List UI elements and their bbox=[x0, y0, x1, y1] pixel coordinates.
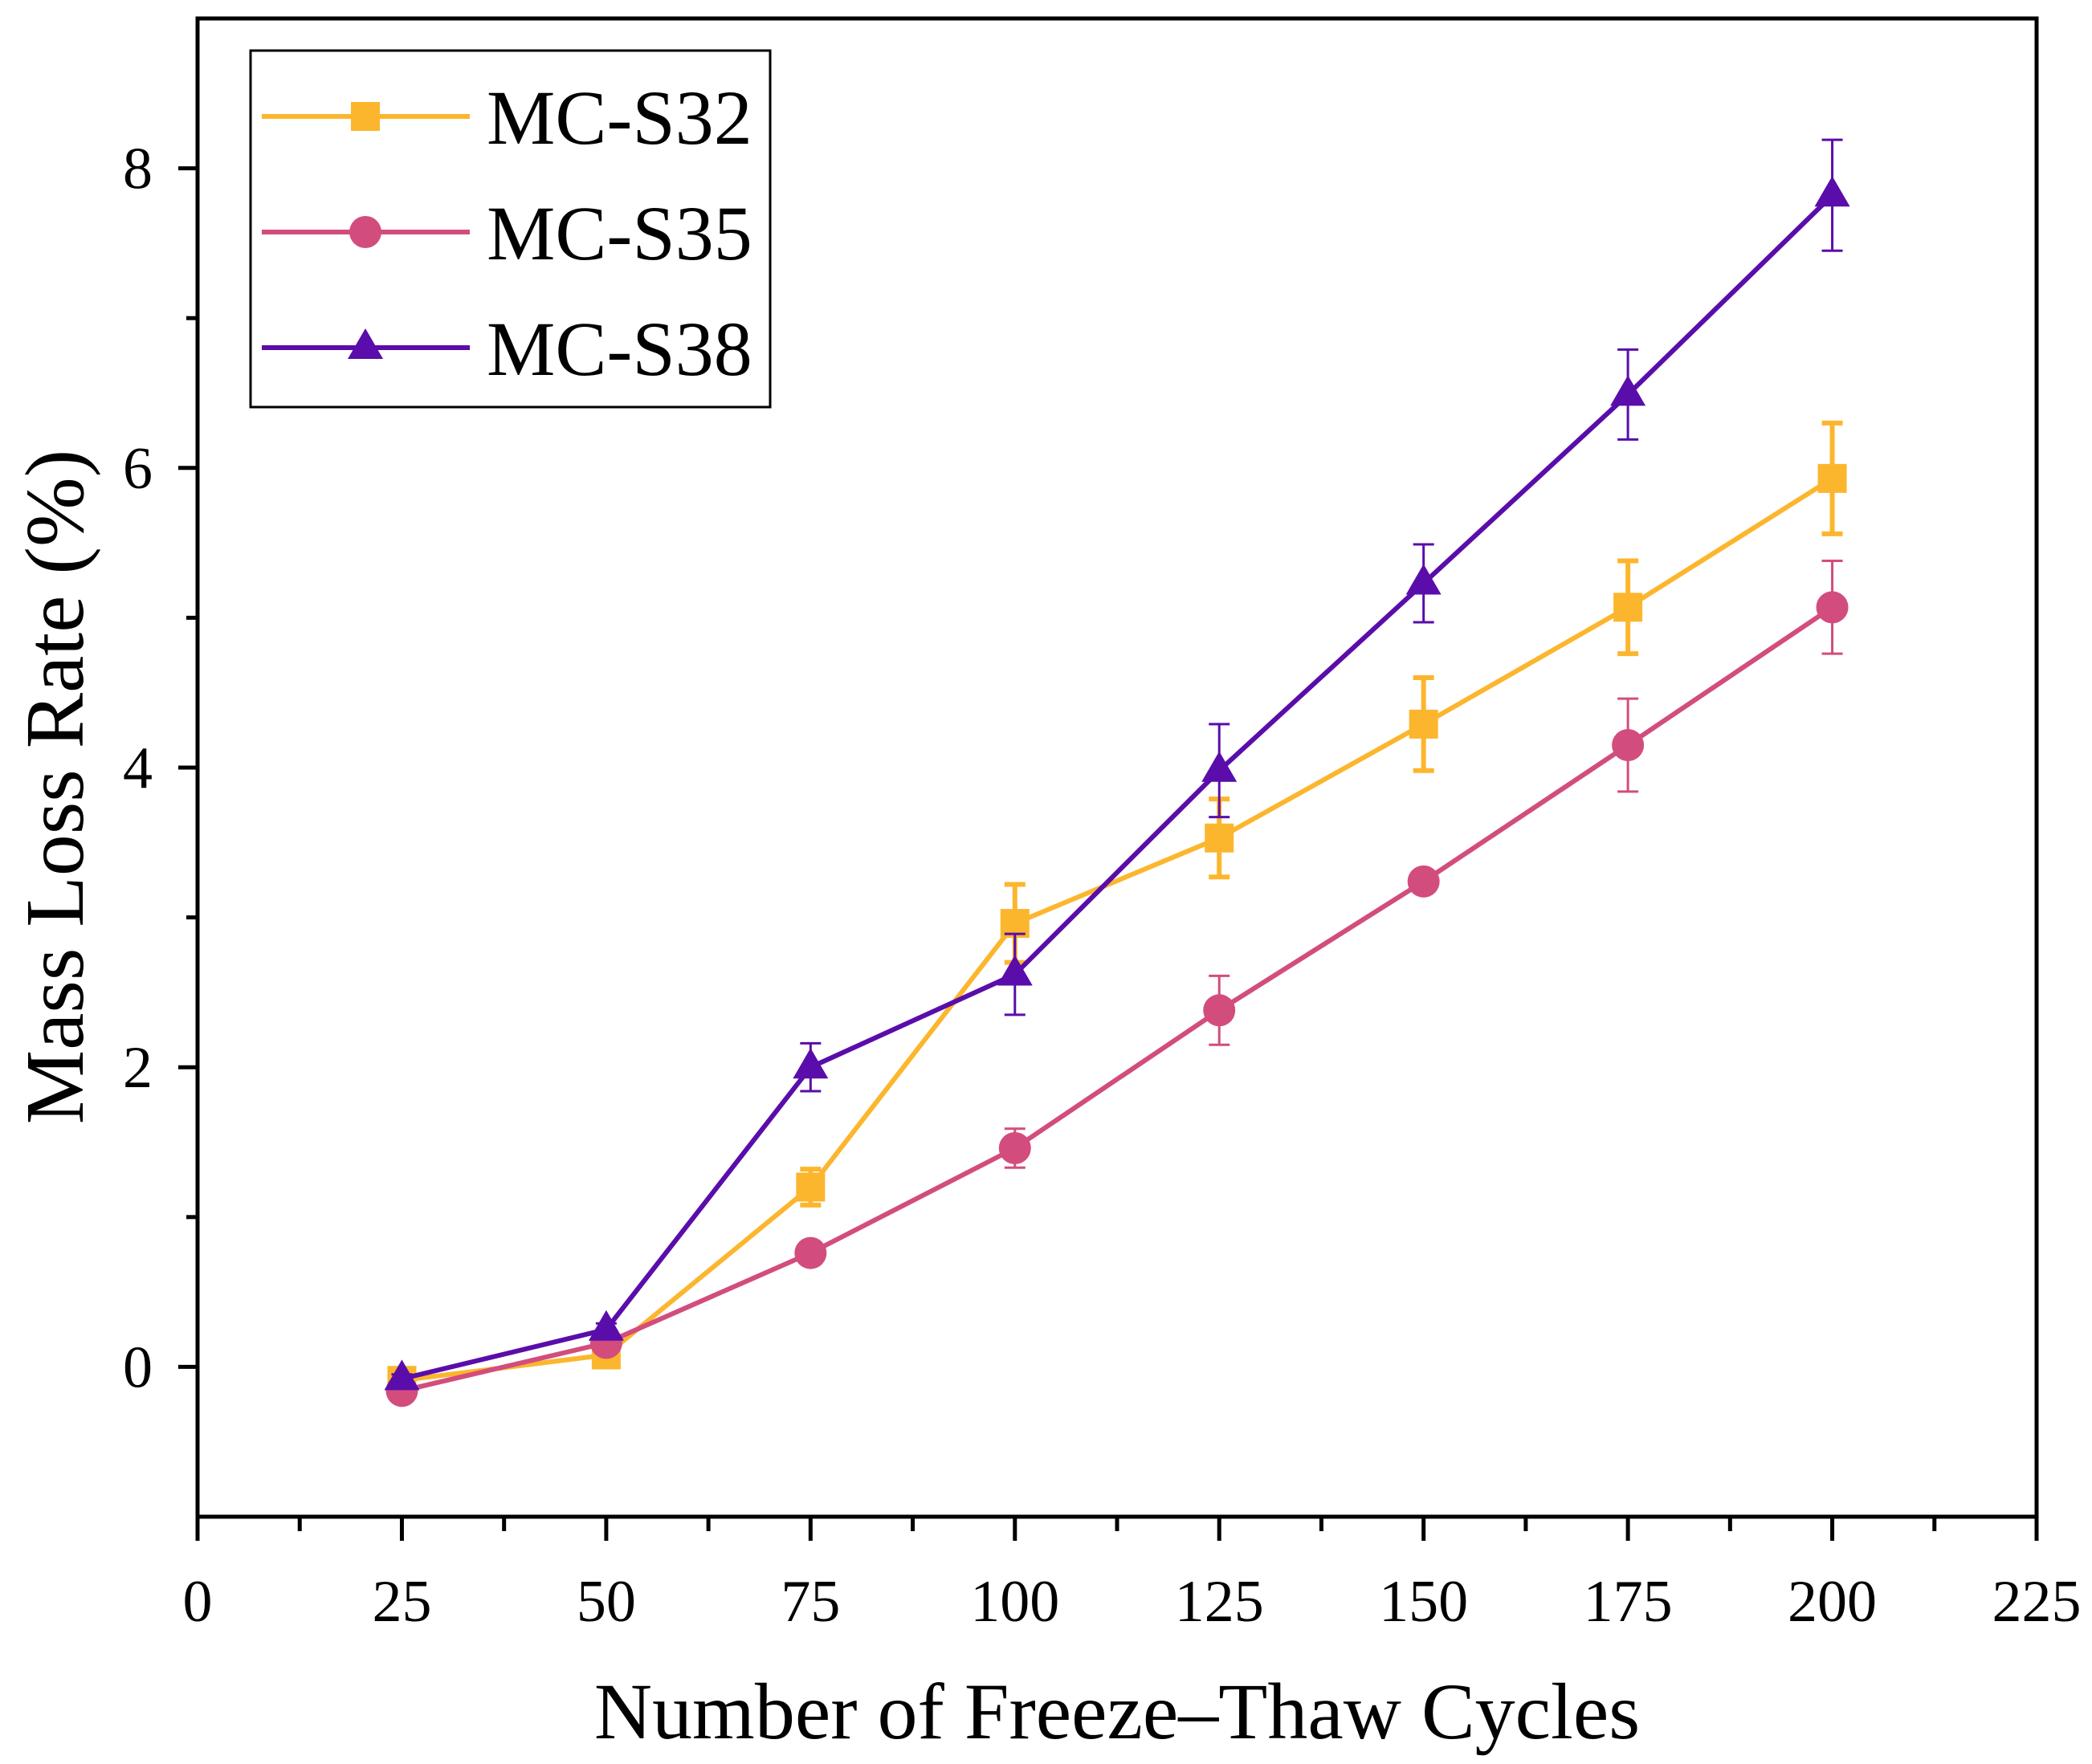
series-mc-s38 bbox=[384, 138, 1850, 1391]
x-tick-label: 200 bbox=[1788, 1569, 1877, 1635]
x-tick-label: 100 bbox=[970, 1569, 1059, 1635]
x-tick-label: 0 bbox=[183, 1569, 213, 1635]
y-tick-label: 4 bbox=[123, 735, 153, 801]
error-bar bbox=[595, 1322, 617, 1337]
legend-label: MC-S38 bbox=[487, 306, 752, 392]
x-axis-label: Number of Freeze–Thaw Cycles bbox=[594, 1667, 1640, 1756]
error-bar bbox=[1617, 558, 1639, 657]
y-tick-label: 8 bbox=[123, 136, 153, 202]
legend-item-mc-s38: MC-S38 bbox=[262, 306, 752, 392]
error-bar bbox=[1413, 543, 1434, 624]
error-bar bbox=[1821, 138, 1843, 252]
error-bar bbox=[1617, 697, 1639, 793]
error-bar bbox=[1413, 872, 1434, 890]
error-bar bbox=[391, 1373, 413, 1385]
y-tick-label: 2 bbox=[123, 1035, 153, 1101]
x-tick-label: 225 bbox=[1992, 1569, 2082, 1635]
error-bar bbox=[1821, 559, 1843, 655]
data-series bbox=[384, 138, 1850, 1408]
y-tick-label: 6 bbox=[123, 436, 153, 502]
legend-item-mc-s32: MC-S32 bbox=[262, 75, 752, 161]
error-bar bbox=[1209, 723, 1230, 819]
series-mc-s35 bbox=[385, 559, 1849, 1408]
x-tick-label: 75 bbox=[781, 1569, 840, 1635]
x-tick-label: 50 bbox=[577, 1569, 636, 1635]
axes: 0 25 50 75 100 125 150 175 200 225 0 2 4 6 8 bbox=[123, 16, 2082, 1635]
legend-marker bbox=[351, 102, 380, 131]
legend-marker bbox=[349, 216, 381, 248]
error-bar bbox=[800, 1245, 822, 1261]
series-line bbox=[401, 194, 1834, 1382]
x-tick-label: 125 bbox=[1175, 1569, 1264, 1635]
legend-marker bbox=[348, 328, 383, 359]
error-bar bbox=[1004, 932, 1026, 1016]
legend-label: MC-S32 bbox=[487, 75, 752, 161]
error-bar bbox=[1617, 348, 1639, 441]
plot-frame bbox=[195, 16, 2039, 1519]
error-bar bbox=[1821, 420, 1843, 536]
y-axis-label: Mass Loss Rate (%) bbox=[9, 450, 101, 1125]
error-bar bbox=[800, 1167, 822, 1208]
error-bar bbox=[1413, 675, 1434, 773]
x-tick-label: 175 bbox=[1584, 1569, 1673, 1635]
series-line bbox=[401, 605, 1834, 1394]
error-bar bbox=[800, 1041, 822, 1093]
legend-item-mc-s35: MC-S35 bbox=[262, 190, 752, 276]
legend-label: MC-S35 bbox=[487, 190, 752, 276]
error-bar bbox=[1004, 1127, 1026, 1169]
legend: MC-S32 MC-S35 MC-S38 bbox=[249, 49, 772, 409]
x-tick-label: 150 bbox=[1379, 1569, 1468, 1635]
error-bar bbox=[1209, 974, 1230, 1046]
y-tick-label: 0 bbox=[123, 1334, 153, 1400]
x-tick-label: 25 bbox=[372, 1569, 431, 1635]
